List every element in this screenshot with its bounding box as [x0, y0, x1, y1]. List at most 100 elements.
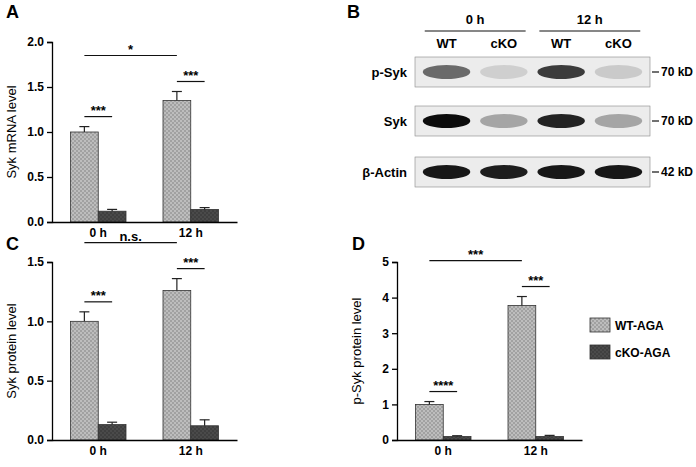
error-line [176, 92, 177, 101]
tick: 3 [382, 327, 397, 341]
tick-mark [47, 381, 52, 382]
error-cap [107, 422, 117, 423]
tick-mark [392, 440, 397, 441]
error-line [176, 279, 177, 291]
tick: 0 h [435, 440, 452, 458]
error-line [84, 312, 85, 321]
error-bar [107, 209, 117, 211]
band [537, 165, 585, 179]
error-bar [107, 422, 117, 424]
tick: 0 [382, 433, 397, 447]
tick-mark [47, 222, 52, 223]
x-axis: 0 h 12 h [398, 440, 583, 458]
significance: *** [84, 103, 112, 118]
panel-label: B [347, 2, 360, 22]
chart-panel: 0.00.51.01.52.00 h12 hSyk mRNA level****… [4, 35, 238, 239]
bar [71, 321, 99, 440]
lane-label: cKO [490, 36, 517, 51]
band [537, 65, 585, 79]
row-label: p-Syk [372, 65, 408, 80]
tick-label: 1.5 [27, 80, 44, 94]
tick-label: 0 h [90, 444, 107, 458]
axis-line [53, 222, 238, 223]
axis-title: Syk mRNA level [4, 85, 19, 178]
group-label: 12 h [577, 12, 603, 27]
tick-label: 3 [382, 327, 389, 341]
axis-line [47, 43, 53, 223]
error-bar [200, 420, 210, 426]
chart-panel: 0123450 h12 hp-Syk protein level********… [349, 247, 583, 458]
error-cap [172, 278, 182, 279]
tick-label: 0.5 [27, 170, 44, 184]
band [423, 165, 471, 179]
tick-label: 12 h [179, 444, 203, 458]
error-bar [545, 435, 555, 436]
tick-label: 0.0 [27, 433, 44, 447]
significance: *** [177, 255, 205, 270]
plot-area [71, 279, 219, 440]
annotation: n.s. [119, 229, 141, 244]
significance: * [84, 42, 177, 57]
size-label: 42 kD [661, 165, 693, 179]
tick: 12 h [524, 440, 548, 458]
tick-label: 4 [382, 291, 389, 305]
y-axis: 0.0 0.5 1.0 1.5 2.0 [27, 35, 52, 229]
x-axis: 0 h12 h [53, 222, 238, 240]
tick-mark [47, 87, 52, 88]
axis-line [398, 440, 583, 441]
blot-strip [415, 157, 650, 187]
tick: 0.5 [27, 170, 52, 184]
error-bar [424, 402, 434, 405]
error-cap [545, 435, 555, 436]
band [595, 65, 643, 79]
tick-label: 0.5 [27, 374, 44, 388]
tick-mark [47, 321, 52, 322]
bar [508, 305, 536, 440]
tick-label: 0 [382, 433, 389, 447]
error-cap [517, 296, 527, 297]
annotation: *** [183, 255, 199, 270]
annotation: **** [433, 378, 454, 393]
tick: 1.0 [27, 125, 52, 139]
significance: *** [522, 273, 550, 288]
size-tick [652, 171, 659, 172]
significance: *** [177, 68, 205, 83]
lane-label: WT [551, 36, 571, 51]
error-line [204, 420, 205, 426]
tick: 1.0 [27, 315, 52, 329]
row-label: β-Actin [362, 165, 407, 180]
size-tick [652, 71, 659, 72]
tick-mark [47, 132, 52, 133]
tick: 0.0 [27, 215, 52, 229]
tick: 0.5 [27, 374, 52, 388]
legend-swatch [590, 345, 610, 359]
blot-panel: B0 h12 hWTcKOWTcKOp-Syk70 kDSyk70 kDβ-Ac… [347, 2, 693, 187]
annotation: *** [468, 247, 484, 262]
error-cap [424, 401, 434, 402]
tick-mark [392, 404, 397, 405]
tick-mark [47, 262, 52, 263]
band [595, 165, 643, 179]
error-bar [452, 435, 462, 437]
band [423, 114, 471, 128]
size-tick [652, 120, 659, 121]
tick: 4 [382, 291, 397, 305]
tick: 1.5 [27, 255, 52, 269]
bar [71, 132, 99, 222]
tick: 2.0 [27, 35, 52, 49]
bar [98, 211, 126, 222]
group-line [539, 30, 640, 31]
panel-label: A [6, 2, 19, 22]
error-cap [172, 91, 182, 92]
legend-label: WT-AGA [615, 319, 664, 333]
tick-label: 1.0 [27, 125, 44, 139]
tick-label: 12 h [524, 444, 548, 458]
annotation: *** [91, 288, 107, 303]
error-bar [200, 208, 210, 210]
tick-mark [392, 369, 397, 370]
legend-item: WT-AGA [590, 318, 664, 333]
tick-label: 0 h [90, 226, 107, 240]
tick: 5 [382, 255, 397, 269]
tick-label: 2.0 [27, 35, 44, 49]
tick-mark [47, 177, 52, 178]
